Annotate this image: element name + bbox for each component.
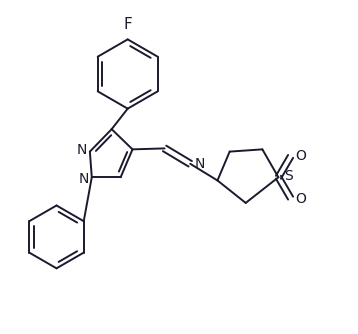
Text: O: O xyxy=(295,192,306,206)
Text: N: N xyxy=(195,157,205,171)
Text: N: N xyxy=(78,172,89,186)
Text: O: O xyxy=(295,149,306,163)
Text: S: S xyxy=(284,169,292,183)
Text: N: N xyxy=(76,143,87,157)
Text: F: F xyxy=(123,17,132,32)
